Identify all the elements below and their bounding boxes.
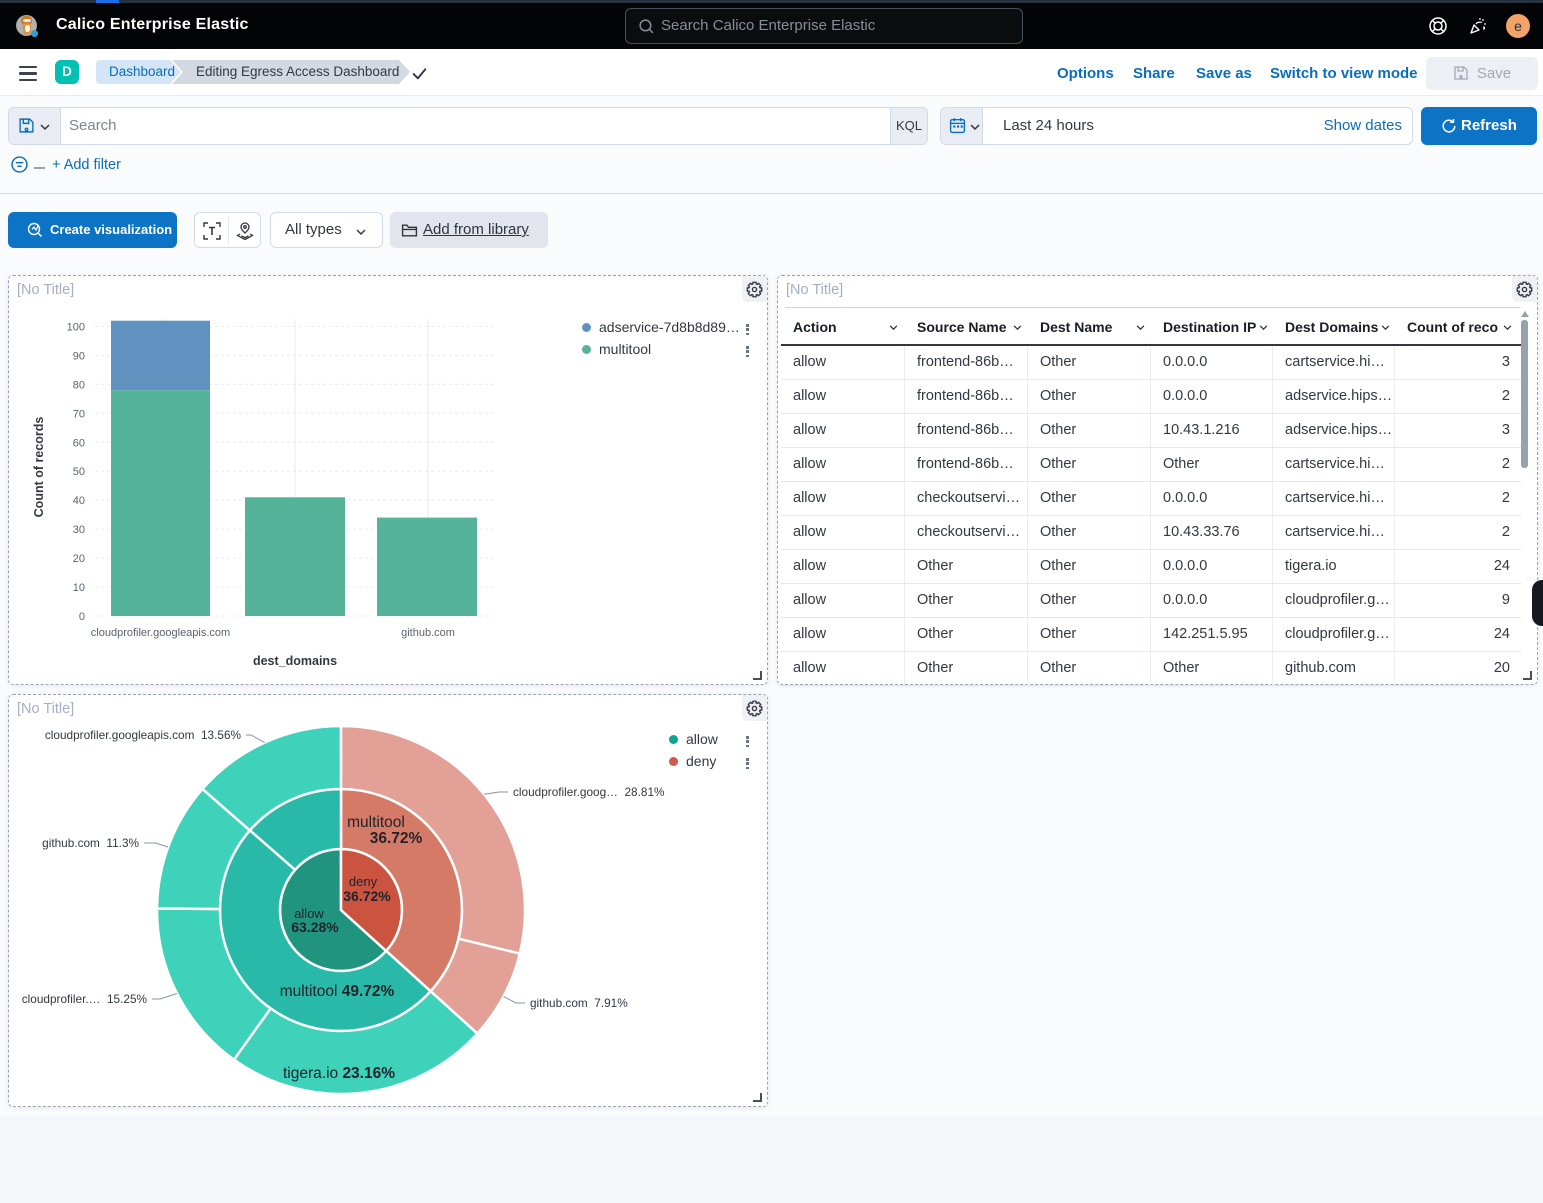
svg-text:cloudprofiler.goog… 28.81%: cloudprofiler.goog… 28.81% [513, 785, 665, 799]
svg-text:40: 40 [73, 495, 85, 507]
svg-text:deny: deny [349, 874, 378, 889]
svg-text:multitool 49.72%: multitool 49.72% [280, 983, 395, 1000]
svg-text:cloudprofiler.… 15.25%: cloudprofiler.… 15.25% [22, 992, 148, 1006]
svg-text:multitool: multitool [347, 814, 405, 831]
svg-text:allow: allow [294, 906, 324, 921]
svg-text:63.28%: 63.28% [291, 919, 339, 935]
svg-text:36.72%: 36.72% [343, 888, 391, 904]
svg-text:dest_domains: dest_domains [253, 654, 337, 668]
svg-text:36.72%: 36.72% [370, 830, 423, 847]
svg-text:60: 60 [73, 437, 85, 449]
svg-text:github.com: github.com [401, 627, 455, 639]
svg-text:github.com 11.3%: github.com 11.3% [42, 836, 139, 850]
svg-text:cloudprofiler.googleapis.com: cloudprofiler.googleapis.com 13.56% [45, 728, 242, 742]
svg-text:cloudprofiler.googleapis.com: cloudprofiler.googleapis.com [91, 627, 230, 639]
svg-text:50: 50 [73, 466, 85, 478]
svg-text:Count of records: Count of records [32, 417, 46, 518]
svg-text:30: 30 [73, 524, 85, 536]
svg-text:tigera.io 23.16%: tigera.io 23.16% [283, 1065, 395, 1082]
svg-text:0: 0 [79, 611, 85, 623]
svg-text:10: 10 [73, 582, 85, 594]
svg-text:90: 90 [73, 350, 85, 362]
svg-text:github.com 7.91%: github.com 7.91% [530, 996, 628, 1010]
svg-text:20: 20 [73, 553, 85, 565]
svg-text:100: 100 [67, 322, 85, 334]
svg-text:70: 70 [73, 408, 85, 420]
svg-text:80: 80 [73, 379, 85, 391]
